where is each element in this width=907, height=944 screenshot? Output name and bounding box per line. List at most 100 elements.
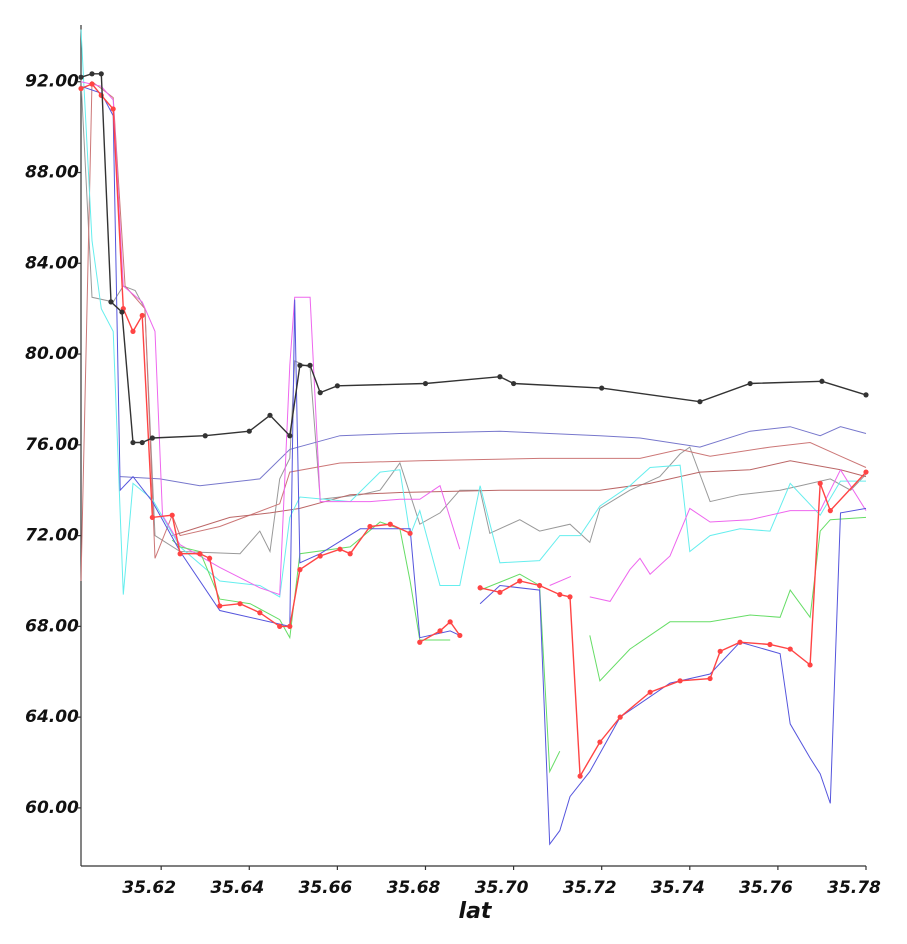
point [717,648,723,654]
x-tick-label: 35.66 [298,878,352,898]
y-tick-label: 80.00 [25,344,79,364]
point [767,641,773,648]
point [677,678,683,684]
y-tick-label: 84.00 [25,253,79,273]
point [422,380,429,387]
series-line [80,80,867,582]
point [447,619,453,625]
x-tick-label: 35.72 [563,878,617,898]
point [297,362,303,368]
point [237,601,243,607]
point [89,81,95,87]
point [387,521,393,527]
y-tick-label: 68.00 [25,616,79,636]
point [202,433,208,439]
point [863,392,869,398]
point [477,585,483,591]
point [597,739,603,745]
x-tick-label: 35.64 [210,878,264,898]
series-line [80,79,867,555]
point [497,589,503,595]
point [517,578,523,584]
x-tick-label: 35.62 [122,878,176,898]
point [119,309,125,315]
point [407,530,413,536]
point [149,435,155,441]
y-tick-label: 76.00 [25,435,79,455]
point [417,639,423,645]
y-tick-label: 88.00 [25,163,79,183]
point [317,390,323,396]
point [246,428,252,434]
point [437,628,443,634]
x-axis-label: lat [459,899,493,924]
point [334,383,340,389]
point [567,594,573,600]
point [827,508,833,514]
series-line [120,426,867,487]
point [819,378,825,384]
y-tick-label: 64.00 [25,707,79,727]
point [536,582,543,589]
point [599,385,605,391]
point [707,675,713,682]
y-tick-label: 72.00 [25,526,79,546]
point [577,773,583,779]
point [510,380,517,387]
series-line [80,73,867,444]
point [863,469,869,475]
point [98,92,104,98]
series-line [172,460,867,537]
point [817,480,823,486]
point [78,85,84,92]
point [287,433,293,439]
point [139,439,145,446]
point [307,362,313,368]
series-line [80,81,867,602]
point [747,380,753,387]
point [497,374,503,380]
point [647,689,653,695]
point [267,412,273,418]
point [347,551,353,557]
point [787,646,793,652]
x-tick-label: 35.74 [651,878,705,898]
y-tick-label: 92.00 [25,72,79,92]
point [317,553,323,559]
series-line [80,29,866,598]
point [457,632,463,639]
point [139,312,145,319]
point [130,328,136,334]
point [557,591,563,598]
point [367,523,373,530]
point [169,512,175,518]
point [207,555,213,561]
y-tick-label: 60.00 [25,798,79,818]
series-line [80,83,867,779]
point [130,439,136,446]
point [149,514,155,521]
point [89,71,95,77]
x-tick-label: 35.76 [739,878,793,898]
point [697,399,703,405]
x-tick-label: 35.68 [387,878,441,898]
x-tick-label: 35.70 [475,878,529,898]
point [617,714,623,720]
point [287,623,293,629]
point [108,299,114,305]
point [807,662,813,668]
point [257,610,263,616]
point [277,623,283,629]
point [337,546,343,552]
x-tick-label: 35.78 [827,878,881,898]
point [737,639,743,645]
series-line [80,85,867,846]
point [217,603,223,609]
point [297,567,303,573]
point [177,551,183,557]
point [98,71,104,77]
point [197,551,203,557]
point [110,106,116,112]
